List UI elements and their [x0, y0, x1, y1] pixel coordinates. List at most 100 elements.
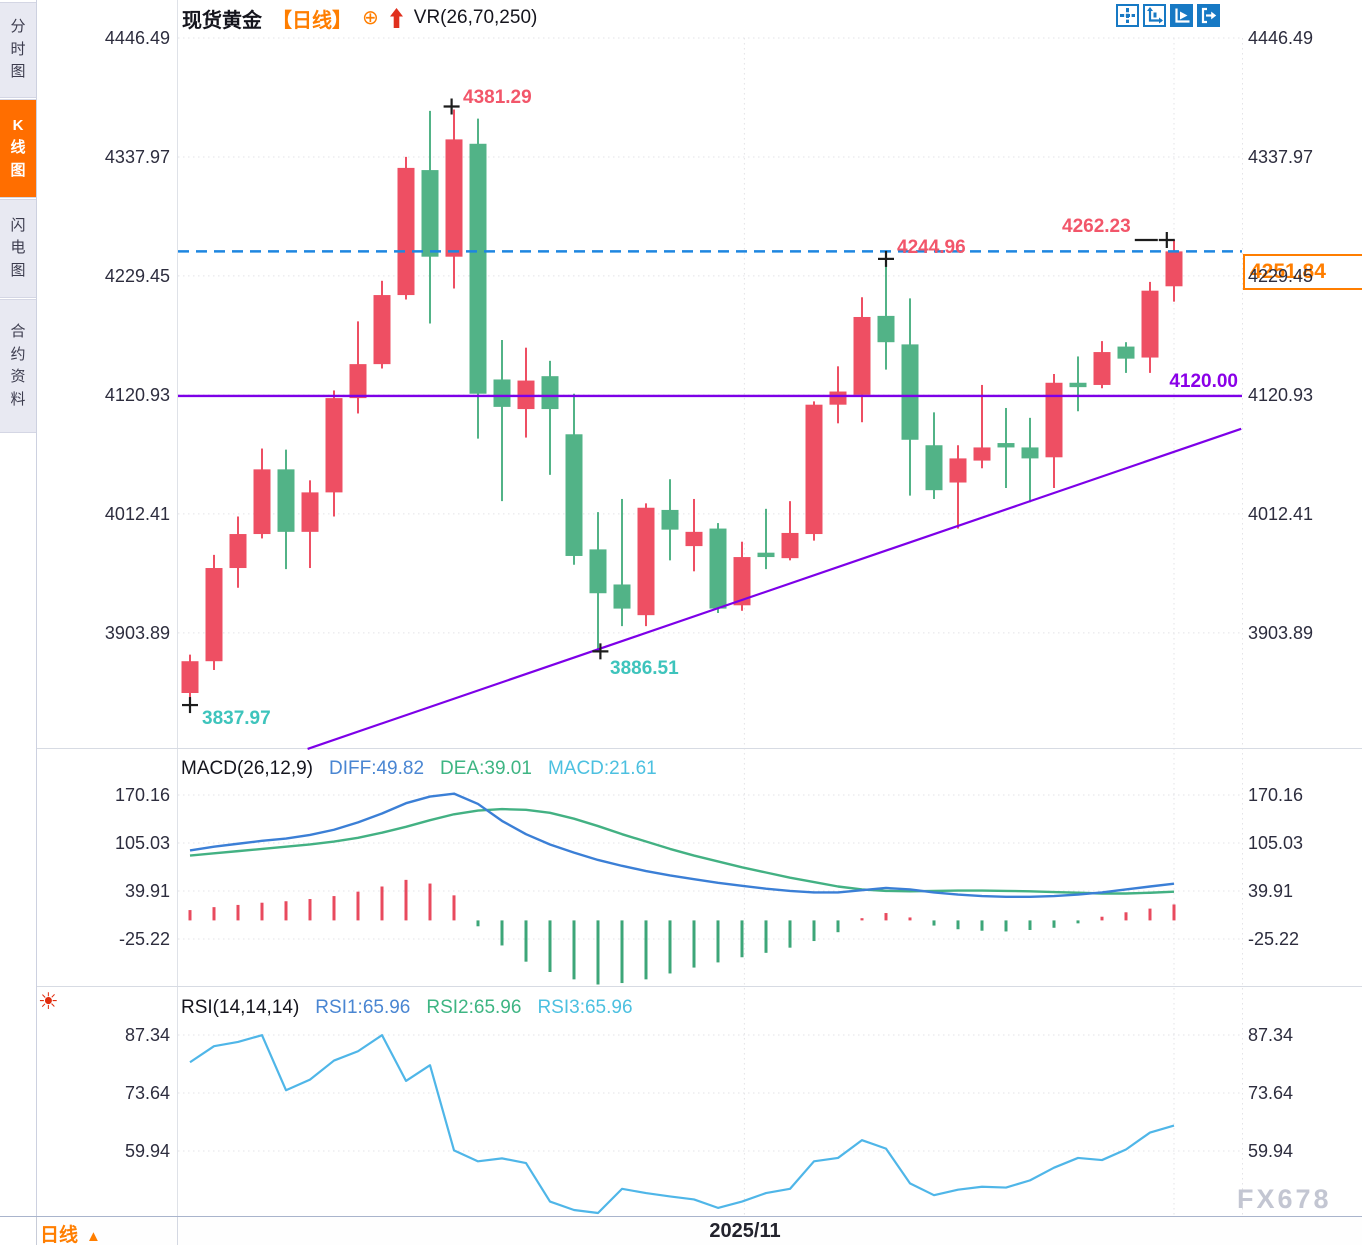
candle	[1045, 382, 1063, 458]
price-axis-label: 4446.49	[104, 28, 170, 48]
candle	[805, 404, 823, 535]
candle	[181, 661, 199, 693]
candle	[373, 295, 391, 365]
candle	[349, 364, 367, 399]
macd-axis-label: 105.03	[114, 832, 170, 853]
price-axis-label: 4337.97	[1248, 146, 1314, 167]
annotation-support-level: 4120.00	[1169, 371, 1238, 392]
candle	[877, 315, 895, 343]
sidebar-tab-label: K线图	[10, 116, 26, 179]
rsi-line	[189, 1034, 1175, 1215]
bottom-bar: 日线 ▲ 2025/11	[0, 1216, 1362, 1245]
sidebar-tab-label: 闪电图	[10, 216, 26, 279]
price-axis-label: 3903.89	[1248, 622, 1314, 643]
annotation-latest-high: 4262.23	[1062, 216, 1131, 237]
macd-macd-value: MACD:21.61	[547, 758, 657, 779]
price-axis-label: 4446.49	[1248, 28, 1314, 48]
indicator-settings-icon[interactable]: ☀	[38, 988, 59, 1014]
period-selector[interactable]: 日线 ▲	[40, 1220, 101, 1245]
period-badge[interactable]: 【日线】	[272, 9, 352, 32]
candle	[829, 391, 847, 405]
rsi-axis-label: 59.94	[124, 1140, 170, 1161]
bottom-corner-cell	[0, 1217, 37, 1245]
candle	[925, 445, 943, 491]
annotation-swing-high: 4244.96	[897, 237, 966, 258]
price-axis-label: 4229.45	[1248, 265, 1314, 286]
sidebar-tab-label: 合约资料	[10, 323, 26, 408]
candle	[973, 447, 991, 461]
candle	[637, 507, 655, 616]
candle	[901, 344, 919, 440]
macd-diff-value: DIFF:49.82	[329, 758, 425, 779]
macd-name: MACD(26,12,9)	[181, 758, 313, 779]
candle	[541, 376, 559, 410]
macd-axis-label: -25.22	[1248, 928, 1300, 949]
candle	[733, 557, 751, 606]
chart-header: 现货黄金 【日线】 ⊕ VR(26,70,250)	[182, 4, 537, 32]
candle	[397, 167, 415, 296]
sidebar-tab-kline-chart[interactable]: K线图	[0, 100, 36, 197]
sidebar-tab-lightning-chart[interactable]: 闪电图	[0, 200, 36, 297]
candle	[325, 398, 343, 493]
price-axis-label: 3903.89	[104, 622, 170, 643]
rsi-axis-label: 73.64	[1248, 1082, 1294, 1103]
bottom-bar-divider	[177, 1217, 178, 1245]
up-arrow-icon	[389, 7, 404, 29]
candle	[205, 568, 223, 662]
candles-layer	[181, 109, 1183, 706]
rsi-axis-label: 73.64	[124, 1082, 170, 1103]
macd-panel-layer	[188, 792, 1176, 985]
rsi1-value: RSI1:65.96	[315, 997, 411, 1018]
macd-axis-label: 39.91	[1248, 880, 1294, 901]
period-up-triangle-icon: ▲	[86, 1228, 101, 1245]
price-axis-label: 4120.93	[1248, 384, 1314, 405]
candle	[469, 143, 487, 394]
rsi3-value: RSI3:65.96	[537, 997, 633, 1018]
macd-axis-label: -25.22	[118, 928, 170, 949]
candle	[661, 509, 679, 530]
ascending-trendline[interactable]	[307, 427, 1242, 750]
candle	[1021, 447, 1039, 459]
x-axis-date-label: 2025/11	[709, 1220, 781, 1242]
price-axis-label: 4229.45	[104, 265, 170, 286]
rsi-axis-label: 59.94	[1248, 1140, 1294, 1161]
sidebar-tab-label: 分时图	[10, 18, 26, 81]
watermark-logo: FX678	[1237, 1184, 1332, 1214]
period-selector-label: 日线	[40, 1225, 79, 1245]
macd-axis-label: 170.16	[1248, 784, 1304, 805]
candle	[229, 534, 247, 569]
vr-indicator-label: VR(26,70,250)	[413, 7, 538, 28]
candle	[445, 139, 463, 257]
candle	[277, 469, 295, 532]
sidebar-tab-contract-info[interactable]: 合约资料	[0, 300, 36, 432]
macd-dea-value: DEA:39.01	[440, 758, 532, 779]
add-indicator-icon[interactable]: ⊕	[362, 7, 379, 29]
candle	[853, 316, 871, 395]
pan-crosshair-icon[interactable]	[1116, 4, 1139, 27]
candle	[613, 584, 631, 609]
annotation-peak-high: 4381.29	[463, 87, 532, 108]
candle	[421, 170, 439, 257]
axis-play-icon[interactable]	[1170, 4, 1193, 27]
macd-axis-label: 170.16	[114, 784, 170, 805]
macd-header: MACD(26,12,9) DIFF:49.82 DEA:39.01 MACD:…	[181, 758, 657, 780]
candle	[781, 532, 799, 559]
rsi-name: RSI(14,14,14)	[181, 997, 300, 1018]
axis-scale-icon[interactable]	[1143, 4, 1166, 27]
exit-right-icon[interactable]	[1197, 4, 1220, 27]
candle	[997, 443, 1015, 448]
candle	[253, 469, 271, 535]
price-axis-label: 4012.41	[104, 503, 170, 524]
candle	[589, 549, 607, 594]
sidebar-tab-time-chart[interactable]: 分时图	[0, 3, 36, 97]
annotation-trough: 3886.51	[610, 658, 679, 679]
candle	[709, 528, 727, 609]
candle	[493, 379, 511, 407]
rsi-axis-label: 87.34	[1248, 1025, 1294, 1045]
rsi-panel-layer	[189, 1034, 1175, 1215]
candle	[1069, 382, 1087, 388]
current-price-tag: 4251.84	[1243, 254, 1362, 290]
candle	[1165, 251, 1183, 287]
